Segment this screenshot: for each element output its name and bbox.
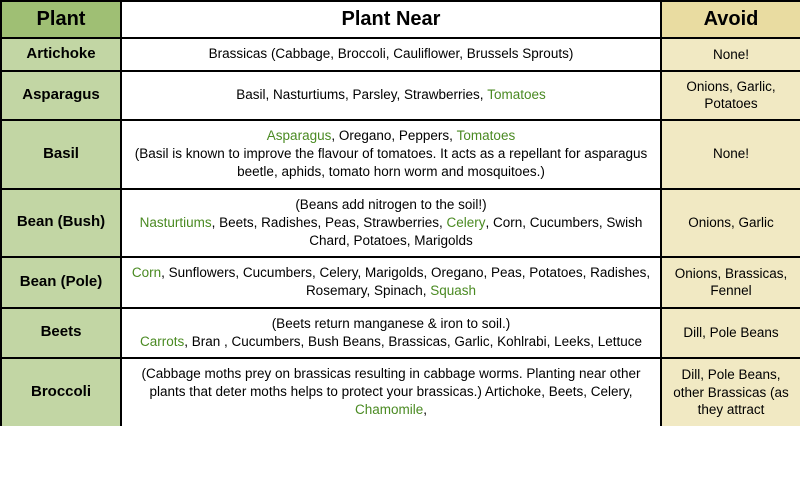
table-row: Beets (Beets return manganese & iron to … (1, 308, 800, 358)
near-highlight: Nasturtiums (140, 215, 212, 230)
plant-name: Asparagus (1, 71, 121, 120)
plant-name: Bean (Bush) (1, 189, 121, 258)
near-note: (Beets return manganese & iron to soil.) (272, 316, 511, 331)
near-text: Basil, Nasturtiums, Parsley, Strawberrie… (236, 87, 487, 102)
plant-name: Beets (1, 308, 121, 358)
plant-avoid: Dill, Pole Beans, other Brassicas (as th… (661, 358, 800, 426)
plant-near: (Beets return manganese & iron to soil.)… (121, 308, 661, 358)
table-row: Broccoli (Cabbage moths prey on brassica… (1, 358, 800, 426)
plant-near: (Cabbage moths prey on brassicas resulti… (121, 358, 661, 426)
plant-near: Basil, Nasturtiums, Parsley, Strawberrie… (121, 71, 661, 120)
plant-avoid: Onions, Garlic, Potatoes (661, 71, 800, 120)
table-row: Artichoke Brassicas (Cabbage, Broccoli, … (1, 38, 800, 71)
table-row: Basil Asparagus, Oregano, Peppers, Tomat… (1, 120, 800, 189)
near-note: (Beans add nitrogen to the soil!) (295, 197, 486, 212)
near-highlight: Squash (430, 283, 476, 298)
plant-avoid: None! (661, 38, 800, 71)
near-text: , (423, 402, 427, 417)
near-text: , Beets, Radishes, Peas, Strawberries, (212, 215, 447, 230)
near-highlight: Celery (447, 215, 486, 230)
plant-name: Bean (Pole) (1, 257, 121, 307)
near-text: , Oregano, Peppers, (331, 128, 456, 143)
near-highlight: Asparagus (267, 128, 332, 143)
table-row: Asparagus Basil, Nasturtiums, Parsley, S… (1, 71, 800, 120)
companion-planting-table: Plant Plant Near Avoid Artichoke Brassic… (0, 0, 800, 426)
near-note: (Basil is known to improve the flavour o… (135, 146, 648, 179)
plant-avoid: Dill, Pole Beans (661, 308, 800, 358)
plant-name: Basil (1, 120, 121, 189)
plant-near: Asparagus, Oregano, Peppers, Tomatoes (B… (121, 120, 661, 189)
near-highlight: Tomatoes (457, 128, 516, 143)
plant-avoid: Onions, Garlic (661, 189, 800, 258)
plant-near: Brassicas (Cabbage, Broccoli, Cauliflowe… (121, 38, 661, 71)
header-row: Plant Plant Near Avoid (1, 1, 800, 38)
header-plant-near: Plant Near (121, 1, 661, 38)
near-highlight: Carrots (140, 334, 184, 349)
near-highlight: Corn (132, 265, 161, 280)
near-highlight: Tomatoes (487, 87, 546, 102)
near-text: , Bran , Cucumbers, Bush Beans, Brassica… (184, 334, 642, 349)
plant-near: Corn, Sunflowers, Cucumbers, Celery, Mar… (121, 257, 661, 307)
near-note: (Cabbage moths prey on brassicas resulti… (141, 366, 640, 399)
table-row: Bean (Bush) (Beans add nitrogen to the s… (1, 189, 800, 258)
plant-avoid: Onions, Brassicas, Fennel (661, 257, 800, 307)
header-avoid: Avoid (661, 1, 800, 38)
plant-avoid: None! (661, 120, 800, 189)
near-text: , Sunflowers, Cucumbers, Celery, Marigol… (161, 265, 650, 298)
header-plant: Plant (1, 1, 121, 38)
near-highlight: Chamomile (355, 402, 423, 417)
plant-name: Broccoli (1, 358, 121, 426)
plant-near: (Beans add nitrogen to the soil!) Nastur… (121, 189, 661, 258)
table-row: Bean (Pole) Corn, Sunflowers, Cucumbers,… (1, 257, 800, 307)
plant-name: Artichoke (1, 38, 121, 71)
